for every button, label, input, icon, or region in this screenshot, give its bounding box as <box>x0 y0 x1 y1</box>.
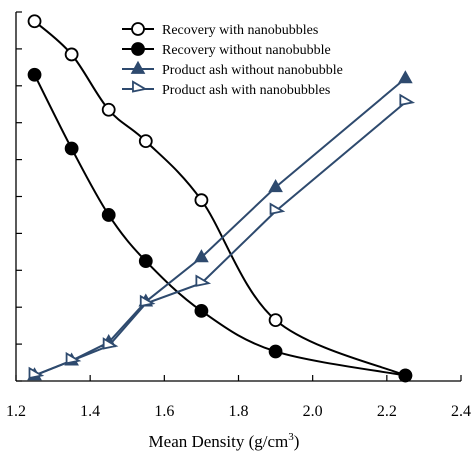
series-2 <box>27 70 413 381</box>
series-1-point-6 <box>398 368 413 383</box>
series-1-line <box>33 74 406 377</box>
legend-item-1: Recovery without nanobubble <box>122 42 331 58</box>
series-0-point-1 <box>64 47 79 62</box>
series-3 <box>28 93 416 380</box>
series-0-line <box>33 20 406 377</box>
series-1-point-0 <box>27 67 42 82</box>
series-3-point-6 <box>399 93 416 107</box>
x-tick-label-1: 1.4 <box>80 403 100 420</box>
legend-item-1-marker <box>131 42 145 56</box>
series-0-point-3 <box>138 134 153 149</box>
legend-item-2-marker <box>130 60 146 74</box>
series-0 <box>27 14 413 383</box>
series-1-point-5 <box>268 344 283 359</box>
series-3-point-2 <box>102 337 119 350</box>
legend-item-3-label: Product ash with nanobubbles <box>162 83 330 98</box>
series-0-point-2 <box>101 102 116 117</box>
legend-item-0: Recovery with nanobubbles <box>122 22 318 38</box>
legend-item-2: Product ash without nanobubble <box>122 60 343 78</box>
series-3-point-4 <box>195 274 212 287</box>
series-layer <box>27 14 416 383</box>
series-3-point-0 <box>28 366 45 380</box>
x-tick-label-4: 2.0 <box>303 403 323 420</box>
series-1-point-3 <box>138 254 153 268</box>
legend-item-2-label: Product ash without nanobubble <box>162 63 343 78</box>
series-2-point-5 <box>268 179 283 193</box>
series-0-point-0 <box>27 14 42 29</box>
series-1-point-4 <box>194 303 209 318</box>
legend-item-3: Product ash with nanobubbles <box>122 80 330 98</box>
legend-item-3-marker <box>132 80 148 93</box>
series-2-point-6 <box>398 70 413 84</box>
series-2-line <box>34 77 407 377</box>
legend-item-1-label: Recovery without nanobubble <box>162 43 331 58</box>
legend: Recovery with nanobubbles Recovery withou… <box>122 22 343 98</box>
series-3-point-1 <box>65 351 82 365</box>
legend-item-0-marker <box>131 22 145 36</box>
series-0-point-5 <box>268 313 283 328</box>
x-tick-label-5: 2.2 <box>377 403 397 420</box>
series-2-point-4 <box>194 249 209 263</box>
legend-item-0-label: Recovery with nanobubbles <box>162 23 318 38</box>
x-axis-label-close: ) <box>294 432 300 451</box>
x-tick-label-2: 1.6 <box>154 403 174 420</box>
series-0-point-4 <box>194 193 209 208</box>
x-tick-label-0: 1.2 <box>6 403 26 420</box>
series-3-point-3 <box>139 294 156 308</box>
series-1-point-1 <box>64 141 79 156</box>
x-axis-label-text: Mean Density (g/cm <box>149 432 289 451</box>
x-axis-label-superscript: 3 <box>288 431 294 443</box>
series-1-point-2 <box>101 208 116 222</box>
x-tick-label-3: 1.8 <box>229 403 249 420</box>
x-axis-label: Mean Density (g/cm3) <box>149 431 300 451</box>
x-tick-label-6: 2.4 <box>451 403 471 420</box>
series-1 <box>27 67 413 383</box>
axes: 1.2 1.4 1.6 1.8 2.0 2.2 2.4 <box>6 11 471 420</box>
series-3-point-5 <box>269 202 286 215</box>
